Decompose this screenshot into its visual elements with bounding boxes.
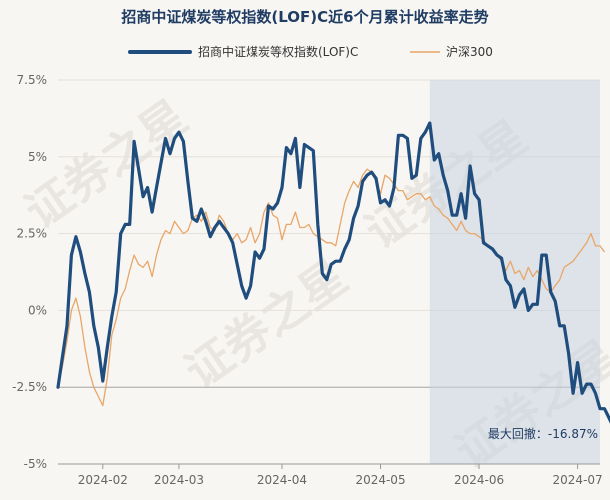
y-tick-label-3: 0% bbox=[28, 303, 47, 317]
watermark-text-1: 证券之星 bbox=[15, 89, 197, 239]
x-tick-label-5: 2024-07 bbox=[553, 473, 603, 487]
x-tick-label-3: 2024-05 bbox=[355, 473, 405, 487]
y-tick-label-0: 7.5% bbox=[17, 73, 48, 87]
series-line-hs300 bbox=[57, 168, 606, 407]
y-tick-label-1: 5% bbox=[28, 150, 47, 164]
legend-label-index: 沪深300 bbox=[446, 45, 493, 59]
y-tick-label-2: 2.5% bbox=[17, 227, 48, 241]
y-tick-label-5: -5% bbox=[24, 457, 47, 471]
series-line-fund bbox=[56, 121, 610, 424]
y-tick-label-4: -2.5% bbox=[12, 380, 47, 394]
max-drawdown-label: 最大回撤：-16.87% bbox=[488, 426, 598, 441]
axis-layer: 7.5% 5% 2.5% 0% -2.5% -5% 2024-02 2024-03 2024-0… bbox=[12, 73, 603, 487]
x-tick-label-1: 2024-03 bbox=[154, 473, 204, 487]
x-tick-label-0: 2024-02 bbox=[78, 473, 128, 487]
chart-title: 招商中证煤炭等权指数(LOF)C近6个月累计收益率走势 bbox=[121, 8, 488, 26]
x-tick-label-4: 2024-06 bbox=[454, 473, 504, 487]
series-layer bbox=[56, 121, 610, 424]
x-tick-label-2: 2024-04 bbox=[257, 473, 307, 487]
legend-label-fund: 招商中证煤炭等权指数(LOF)C bbox=[198, 44, 358, 59]
legend: 招商中证煤炭等权指数(LOF)C 沪深300 bbox=[128, 44, 493, 59]
